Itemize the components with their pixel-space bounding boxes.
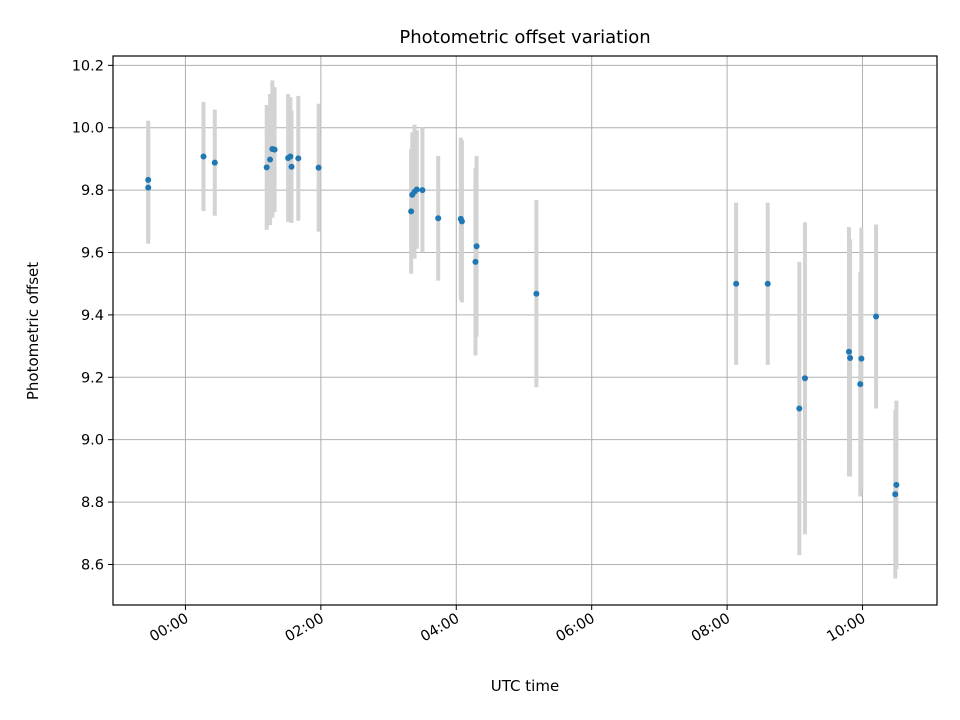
- data-point: [847, 354, 854, 361]
- data-point: [287, 153, 294, 160]
- plot-area-frame: [112, 55, 938, 606]
- data-point: [145, 176, 152, 183]
- y-tick-label: 9.2: [81, 370, 104, 386]
- data-point: [419, 187, 426, 194]
- data-point: [435, 215, 442, 222]
- y-tick-label: 9.8: [81, 183, 104, 199]
- data-point: [288, 163, 295, 170]
- data-point: [145, 184, 152, 191]
- data-point: [200, 153, 207, 160]
- y-tick-label: 9.0: [81, 433, 104, 449]
- y-tick-label: 10.2: [72, 58, 104, 74]
- data-point: [733, 280, 740, 287]
- y-tick-label: 8.8: [81, 495, 104, 511]
- data-point: [857, 381, 864, 388]
- data-point: [873, 313, 880, 320]
- data-point: [796, 405, 803, 412]
- data-points: [145, 145, 900, 498]
- data-point: [845, 348, 852, 355]
- y-axis-ticks: 8.6 8.8 9.0 9.2 9.4 9.6 9.8 10.0 10.2: [72, 58, 113, 573]
- data-point: [473, 243, 480, 250]
- data-point: [263, 164, 270, 171]
- data-point: [315, 164, 322, 171]
- chart-title: Photometric offset variation: [399, 27, 650, 48]
- data-point: [764, 280, 771, 287]
- data-point: [271, 146, 278, 153]
- x-axis-label: UTC time: [491, 677, 559, 695]
- data-point: [458, 218, 465, 225]
- data-point: [408, 208, 415, 215]
- y-tick-label: 8.6: [81, 557, 104, 573]
- data-point: [858, 355, 865, 362]
- y-tick-label: 9.6: [81, 246, 104, 262]
- y-tick-label: 9.4: [81, 308, 104, 324]
- y-axis-label: Photometric offset: [24, 262, 42, 400]
- y-tick-label: 10.0: [72, 121, 104, 137]
- data-point: [267, 156, 274, 163]
- data-point: [893, 481, 900, 488]
- data-point: [892, 491, 899, 498]
- data-point: [801, 375, 808, 382]
- data-point: [295, 155, 302, 162]
- data-point: [211, 159, 218, 166]
- data-point: [472, 258, 479, 265]
- data-point: [533, 290, 540, 297]
- data-point: [413, 186, 420, 193]
